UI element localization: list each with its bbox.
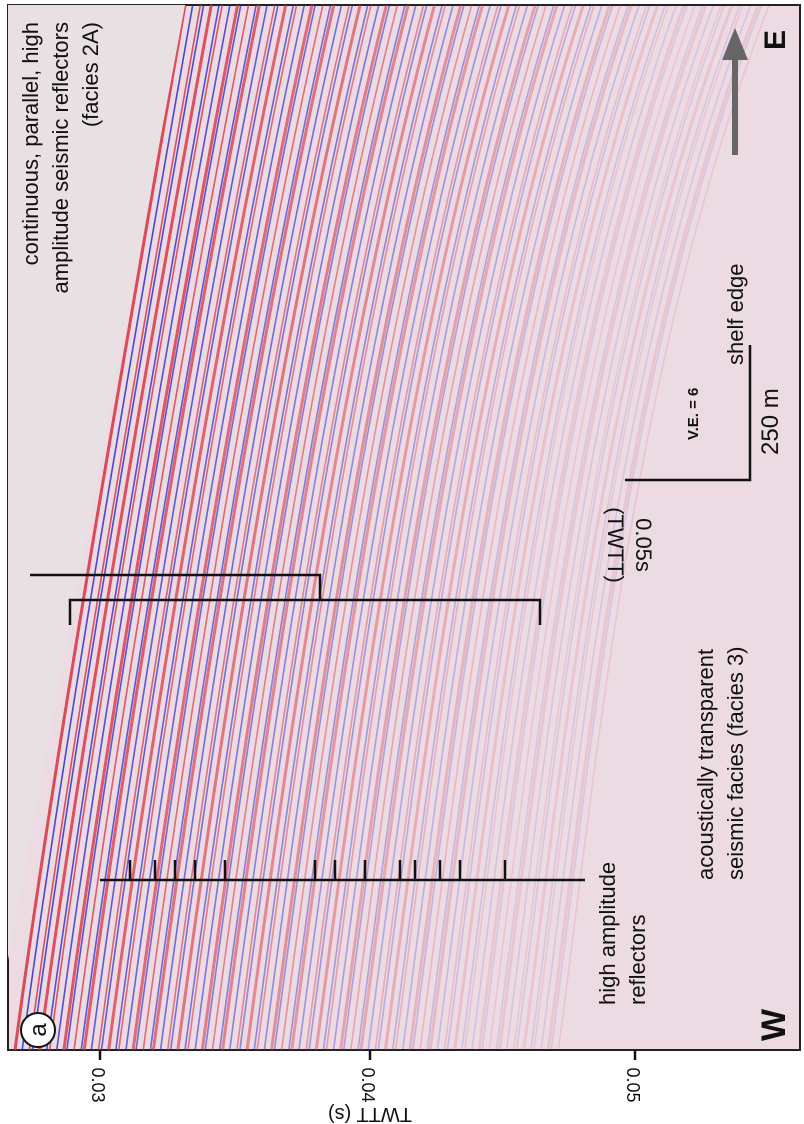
panel-label: a	[25, 1023, 52, 1037]
annotation: seismic facies (facies 3)	[723, 646, 748, 880]
axis-tick-label: 0.04	[358, 1067, 378, 1102]
annotation: acoustically transparent	[693, 649, 718, 880]
annotation: (facies 2A)	[78, 22, 103, 127]
scale-label: V.E. = 6	[685, 388, 702, 440]
axis-tick-label: 0.03	[88, 1067, 108, 1102]
axis-tick-label: 0.05	[623, 1067, 643, 1102]
axis-label: TWTT (s)	[328, 1103, 412, 1124]
annotation: continuous, parallel, high	[18, 22, 43, 265]
figure: a W E continuous, parallel, high amplitu…	[0, 0, 804, 1124]
scale-label: 0.05s	[631, 518, 656, 572]
scale-label: 250 m	[757, 388, 784, 455]
annotation: amplitude seismic reflectors	[48, 22, 73, 293]
annotation: high amplitude	[595, 862, 620, 1005]
annotation: shelf edge	[723, 263, 748, 365]
west-label: W	[755, 1008, 793, 1041]
scale-label: (TWTT)	[603, 507, 628, 583]
east-label: E	[759, 30, 792, 50]
annotation: reflectors	[625, 915, 650, 1005]
